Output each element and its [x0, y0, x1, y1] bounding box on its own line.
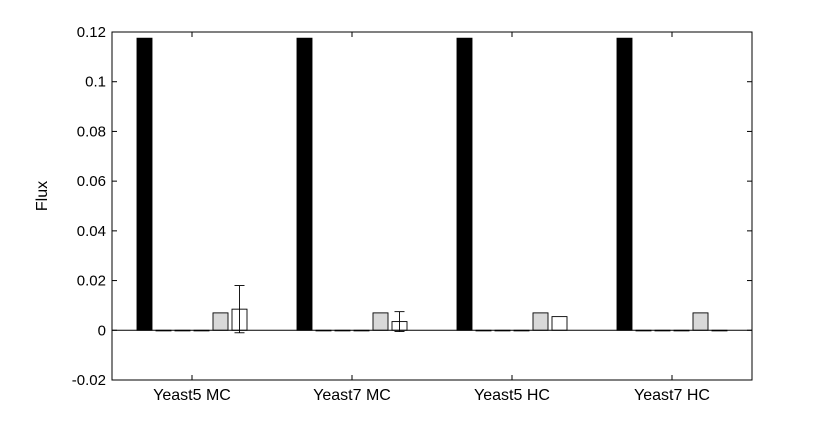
bar — [456, 37, 473, 331]
x-axis: Yeast5 MC Yeast7 MC Yeast5 HC Yeast7 HC — [153, 32, 710, 404]
y-tick-label: 0.04 — [77, 223, 106, 240]
x-category-label: Yeast7 MC — [313, 387, 391, 404]
y-tick-label: 0.02 — [77, 273, 106, 290]
y-tick-label: 0.1 — [85, 74, 106, 91]
y-tick-label: 0.06 — [77, 173, 106, 190]
bar — [551, 316, 568, 331]
y-tick-label: 0 — [98, 322, 106, 339]
y-axis-label: Flux — [34, 181, 51, 211]
y-axis: -0.02 0 0.02 0.04 0.06 0.08 0.1 0.12 — [72, 24, 752, 389]
bar — [372, 312, 389, 331]
bar — [212, 312, 229, 331]
y-tick-label: -0.02 — [72, 372, 106, 389]
plot-frame — [111, 31, 753, 381]
bar — [692, 312, 709, 331]
y-tick-label: 0.08 — [77, 123, 106, 140]
x-category-label: Yeast5 MC — [153, 387, 231, 404]
bar — [136, 37, 153, 331]
x-category-label: Yeast7 HC — [634, 387, 710, 404]
bar — [296, 37, 313, 331]
bar — [532, 312, 549, 331]
bars-layer — [136, 37, 728, 334]
x-category-label: Yeast5 HC — [474, 387, 550, 404]
y-tick-label: 0.12 — [77, 24, 106, 41]
bar — [616, 37, 633, 331]
